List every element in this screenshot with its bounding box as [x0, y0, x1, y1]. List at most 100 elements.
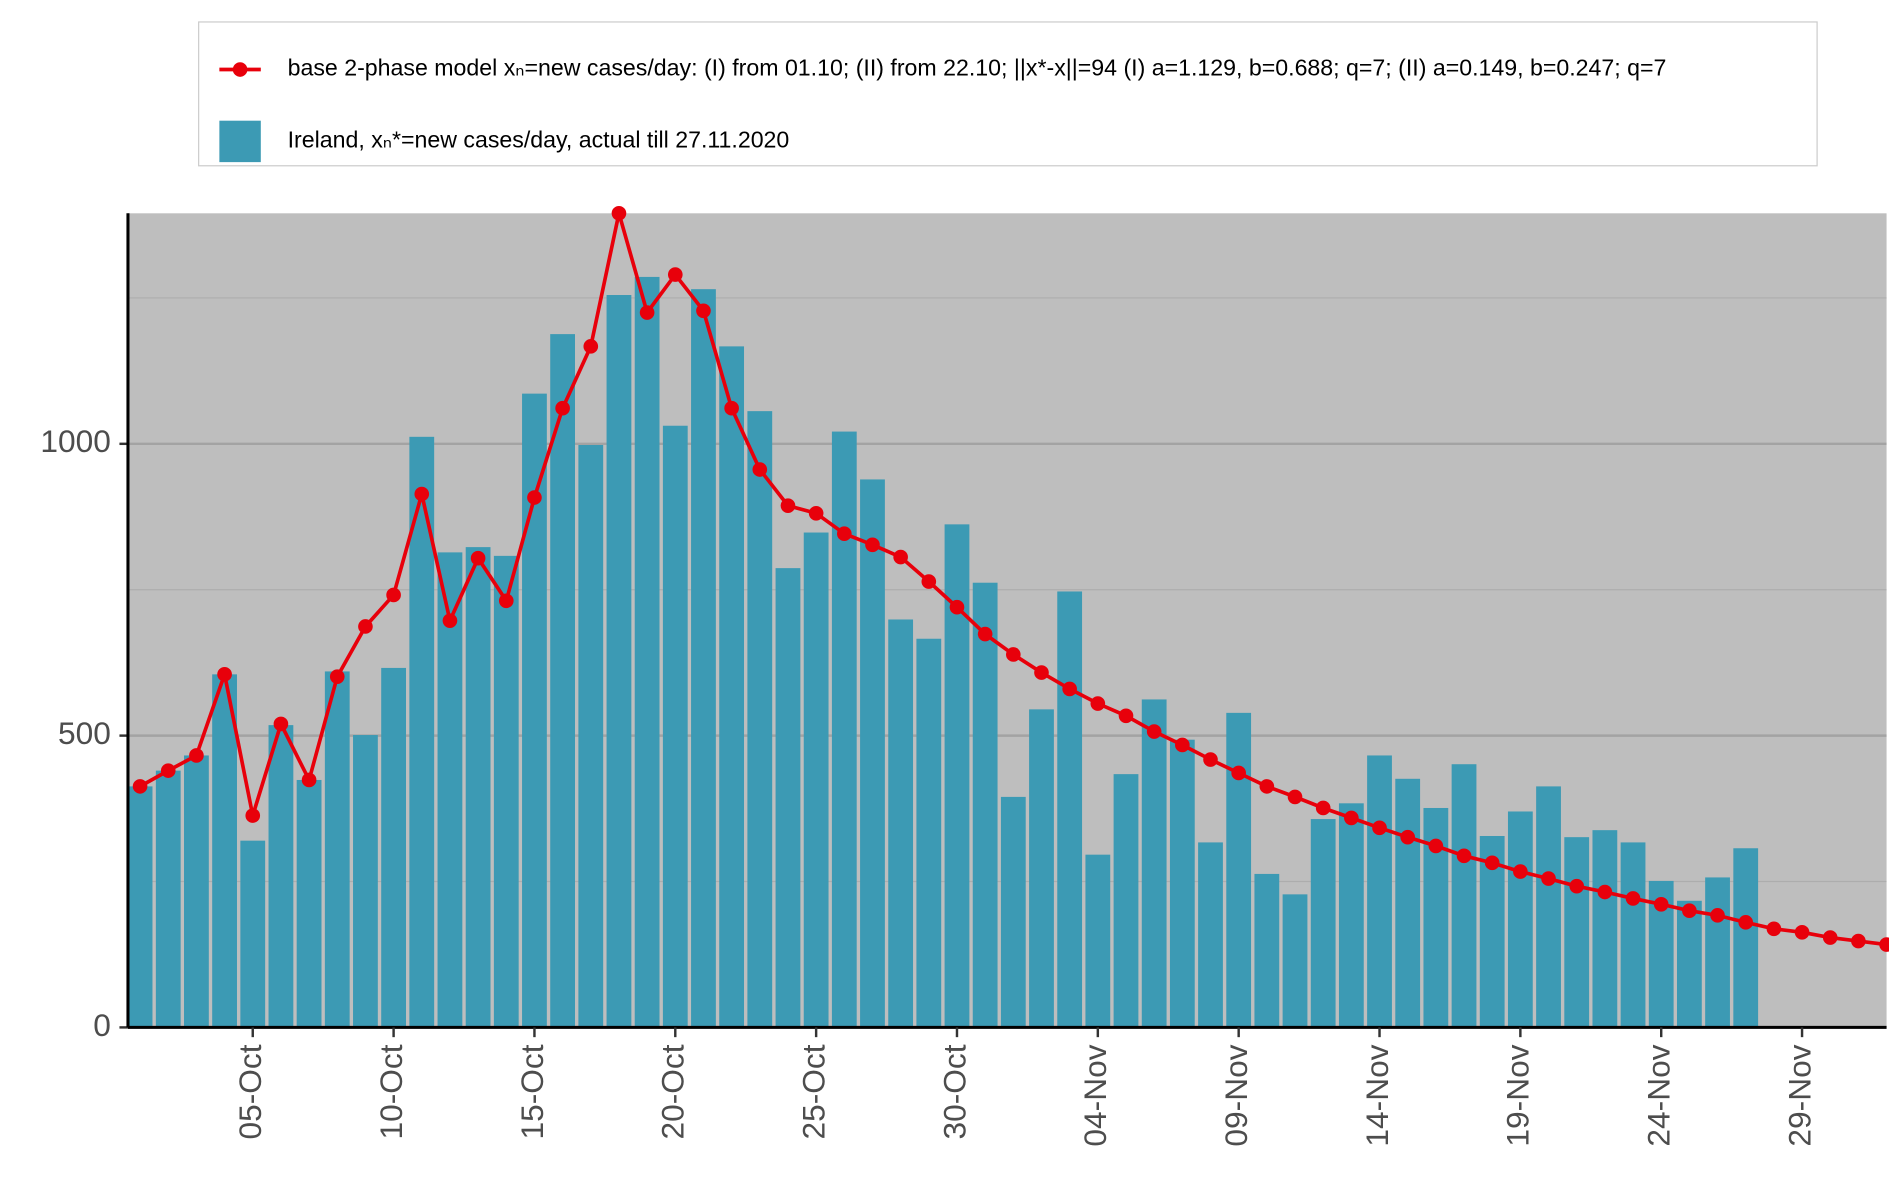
model-point — [696, 303, 711, 319]
bar — [1226, 712, 1252, 1028]
model-point — [1090, 696, 1106, 711]
bar — [268, 725, 294, 1028]
model-point — [1062, 681, 1077, 697]
bar — [155, 770, 181, 1028]
model-point — [1625, 891, 1641, 906]
model-point — [808, 505, 824, 521]
x-tick-label: 09-Nov — [1218, 1044, 1254, 1146]
model-point — [555, 400, 570, 416]
x-tick-label: 10-Oct — [373, 1044, 409, 1139]
bar — [1451, 764, 1477, 1028]
model-point — [1597, 884, 1613, 900]
model-point — [921, 574, 937, 589]
model-point — [301, 772, 317, 788]
bar — [1057, 591, 1083, 1028]
model-point — [667, 267, 683, 282]
model-point — [1315, 800, 1331, 816]
model-point — [1513, 864, 1528, 879]
bar — [719, 346, 745, 1028]
bar — [127, 786, 153, 1028]
model-point — [189, 748, 204, 763]
model-point — [865, 537, 880, 553]
y-tick-label: 1000 — [40, 423, 110, 459]
legend-bar-key — [219, 120, 261, 163]
model-point — [1372, 820, 1387, 836]
bar — [493, 555, 519, 1028]
model-point — [273, 716, 289, 732]
legend-label: Ireland, xₙ*=new cases/day, actual till … — [288, 127, 790, 153]
bar — [1169, 739, 1195, 1028]
x-tick-label: 20-Oct — [655, 1044, 691, 1139]
bar — [1536, 786, 1561, 1028]
bar — [1733, 848, 1759, 1028]
model-point — [1146, 724, 1162, 739]
model-point — [724, 400, 739, 416]
bar — [1592, 830, 1618, 1028]
model-point — [1231, 765, 1246, 781]
model-point — [893, 549, 908, 565]
model-point — [1344, 810, 1359, 826]
model-point — [1006, 647, 1021, 662]
model-point — [1400, 829, 1415, 845]
bar — [578, 444, 604, 1028]
bar — [1000, 796, 1026, 1028]
model-point — [1484, 855, 1500, 871]
bar — [353, 735, 378, 1028]
bar — [184, 755, 209, 1028]
x-tick-label: 29-Nov — [1781, 1044, 1817, 1146]
model-point — [1175, 737, 1190, 753]
x-tick-label: 24-Nov — [1641, 1044, 1677, 1146]
bar — [1676, 900, 1702, 1028]
model-point — [1541, 871, 1556, 886]
bar — [550, 334, 576, 1028]
bar — [916, 638, 942, 1028]
model-point — [498, 593, 514, 609]
model-point — [1879, 937, 1889, 952]
model-point — [358, 619, 373, 634]
model-point — [1034, 665, 1049, 680]
bar — [1198, 842, 1223, 1028]
model-point — [1766, 921, 1782, 937]
model-point — [949, 599, 965, 615]
x-tick-label: 04-Nov — [1077, 1044, 1113, 1146]
bar — [324, 671, 350, 1028]
bar — [296, 779, 322, 1028]
bar — [775, 568, 801, 1028]
legend-point-key — [232, 62, 248, 77]
model-point — [386, 587, 401, 603]
model-point — [329, 669, 345, 684]
model-point — [752, 462, 768, 477]
model-point — [217, 667, 232, 682]
bar — [888, 619, 914, 1028]
bar — [522, 393, 547, 1028]
x-tick-label: 19-Nov — [1500, 1044, 1536, 1146]
model-point — [245, 808, 261, 823]
model-point — [1118, 708, 1134, 724]
model-point — [1456, 848, 1472, 864]
model-point — [132, 779, 148, 794]
model-point — [611, 205, 627, 221]
bar — [691, 289, 716, 1028]
model-point — [1794, 924, 1810, 940]
model-point — [1822, 930, 1838, 945]
legend-box — [198, 21, 1818, 167]
bar — [240, 840, 266, 1028]
bar — [465, 547, 491, 1028]
model-point — [160, 763, 176, 778]
bar — [1620, 842, 1646, 1028]
model-point — [470, 550, 486, 566]
bar — [1029, 709, 1054, 1028]
x-tick-label: 15-Oct — [514, 1044, 550, 1139]
x-tick-label: 25-Oct — [796, 1044, 832, 1139]
legend-label: base 2-phase model xₙ=new cases/day: (I)… — [288, 55, 1667, 81]
bar — [1564, 837, 1590, 1028]
bar — [212, 674, 237, 1028]
model-point — [527, 490, 542, 505]
model-point — [639, 305, 655, 320]
model-point — [442, 613, 458, 628]
bar — [1113, 774, 1139, 1028]
bar — [1507, 811, 1533, 1028]
model-point — [780, 498, 796, 513]
bar — [662, 425, 688, 1028]
model-point — [1203, 752, 1218, 767]
